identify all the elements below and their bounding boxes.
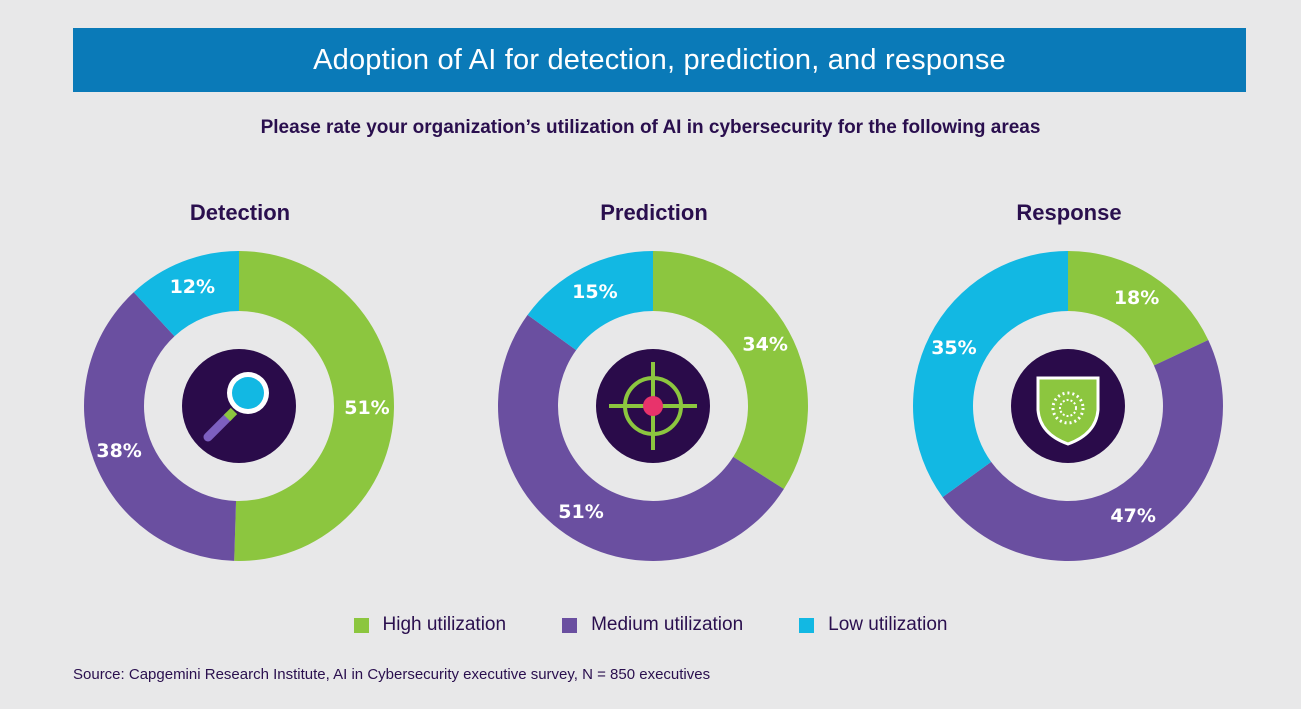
prediction-slice-high bbox=[653, 251, 808, 490]
detection-slice-medium bbox=[83, 292, 237, 561]
prediction-label-medium: 51% bbox=[558, 501, 603, 523]
legend-item-low: Low utilization bbox=[799, 614, 948, 636]
legend-label-medium: Medium utilization bbox=[591, 614, 744, 635]
response-title: Response bbox=[1016, 200, 1122, 225]
legend-item-high: High utilization bbox=[353, 614, 507, 636]
legend-swatch-high bbox=[353, 617, 369, 633]
prediction-title: Prediction bbox=[600, 200, 708, 225]
legend: High utilization Medium utilization Low … bbox=[0, 614, 1301, 636]
response-donut: 18% 47% 35% bbox=[912, 251, 1223, 561]
response-slice-low bbox=[912, 251, 1068, 498]
target-icon bbox=[609, 362, 697, 450]
banner-title: Adoption of AI for detection, prediction… bbox=[313, 43, 1006, 76]
shield-icon bbox=[1036, 376, 1100, 446]
chart-subtitle: Please rate your organization’s utilizat… bbox=[260, 117, 1041, 138]
detection-label-high: 51% bbox=[344, 397, 389, 419]
legend-swatch-low bbox=[799, 617, 815, 633]
detection-slice-high bbox=[234, 251, 394, 562]
legend-label-low: Low utilization bbox=[828, 614, 948, 635]
detection-label-medium: 38% bbox=[96, 440, 141, 462]
detection-donut: 51% 38% 12% bbox=[83, 251, 394, 562]
response-slice-high bbox=[1068, 251, 1209, 366]
prediction-donut: 34% 51% 15% bbox=[498, 251, 808, 561]
legend-label-high: High utilization bbox=[382, 614, 507, 635]
response-slice-medium bbox=[942, 340, 1223, 561]
magnifier-icon bbox=[203, 372, 269, 442]
prediction-label-low: 15% bbox=[572, 281, 617, 303]
detection-title: Detection bbox=[189, 200, 291, 225]
detection-label-low: 12% bbox=[170, 276, 215, 298]
legend-swatch-medium bbox=[562, 617, 578, 633]
source-note: Source: Capgemini Research Institute, AI… bbox=[73, 666, 711, 683]
prediction-slice-low bbox=[527, 251, 653, 351]
response-label-medium: 47% bbox=[1110, 505, 1155, 527]
prediction-slice-medium bbox=[498, 314, 784, 561]
chart-banner: Adoption of AI for detection, prediction… bbox=[73, 28, 1246, 92]
legend-item-medium: Medium utilization bbox=[562, 614, 743, 636]
prediction-label-high: 34% bbox=[742, 333, 787, 355]
response-label-high: 18% bbox=[1114, 287, 1159, 309]
detection-slice-low bbox=[133, 251, 239, 337]
response-label-low: 35% bbox=[931, 337, 976, 359]
